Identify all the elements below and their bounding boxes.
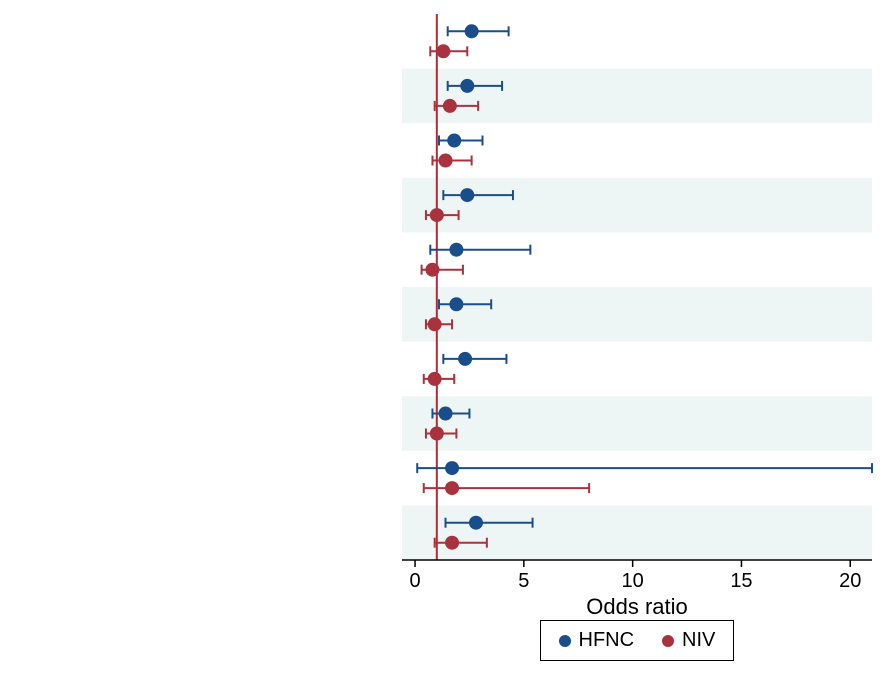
x-axis-label: Odds ratio <box>402 594 872 620</box>
x-tick-label: 20 <box>839 570 861 593</box>
forest-plot: 05101520Odds ratioProlonged MVAPACHE II … <box>0 0 896 674</box>
legend-item: HFNC <box>559 629 635 652</box>
legend-label: NIV <box>682 629 715 652</box>
x-tick-label: 0 <box>409 570 420 593</box>
x-tick-label: 10 <box>622 570 644 593</box>
legend-dot-icon <box>559 635 571 647</box>
legend-item: NIV <box>662 629 715 652</box>
legend: HFNC NIV <box>540 620 735 661</box>
x-tick-label: 15 <box>730 570 752 593</box>
legend-dot-icon <box>662 635 674 647</box>
legend-label: HFNC <box>579 629 635 652</box>
x-tick-label: 5 <box>518 570 529 593</box>
